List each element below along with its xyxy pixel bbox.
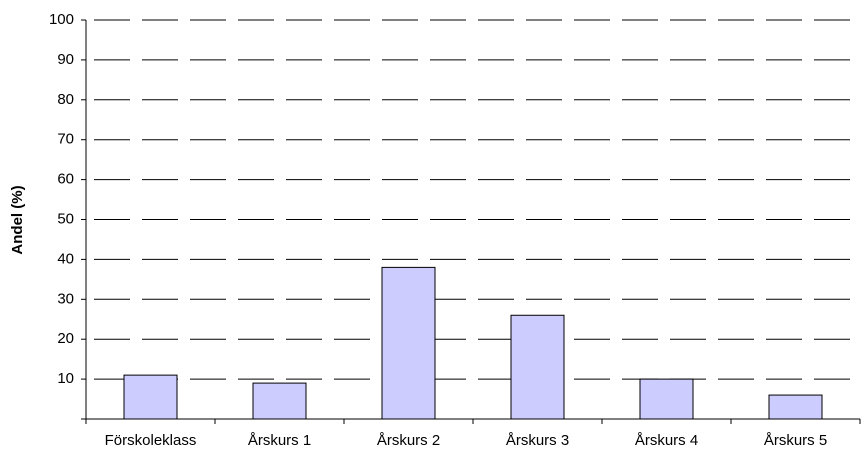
- x-tick-label: Årskurs 4: [635, 432, 698, 449]
- x-tick-label: Förskoleklass: [105, 432, 197, 449]
- y-tick-label: 20: [57, 330, 74, 347]
- x-tick-label: Årskurs 3: [506, 432, 569, 449]
- bar: [381, 266, 436, 420]
- x-tick-label: Årskurs 5: [764, 432, 827, 449]
- bar: [510, 314, 565, 420]
- y-tick-label: 90: [57, 51, 74, 68]
- y-tick-label: 30: [57, 290, 74, 307]
- y-tick-label: 50: [57, 210, 74, 227]
- bar: [639, 378, 694, 420]
- x-tick-label: Årskurs 2: [377, 432, 440, 449]
- y-tick-label: 100: [49, 11, 74, 28]
- bar: [768, 394, 823, 420]
- y-tick-label: 80: [57, 91, 74, 108]
- y-axis-label: Andel (%): [9, 185, 26, 254]
- y-tick-label: 60: [57, 171, 74, 188]
- y-tick-label: 40: [57, 250, 74, 267]
- y-tick-label: 10: [57, 370, 74, 387]
- y-tick-label: 70: [57, 131, 74, 148]
- bar: [252, 382, 307, 420]
- bar: [123, 374, 178, 420]
- x-tick-label: Årskurs 1: [248, 432, 311, 449]
